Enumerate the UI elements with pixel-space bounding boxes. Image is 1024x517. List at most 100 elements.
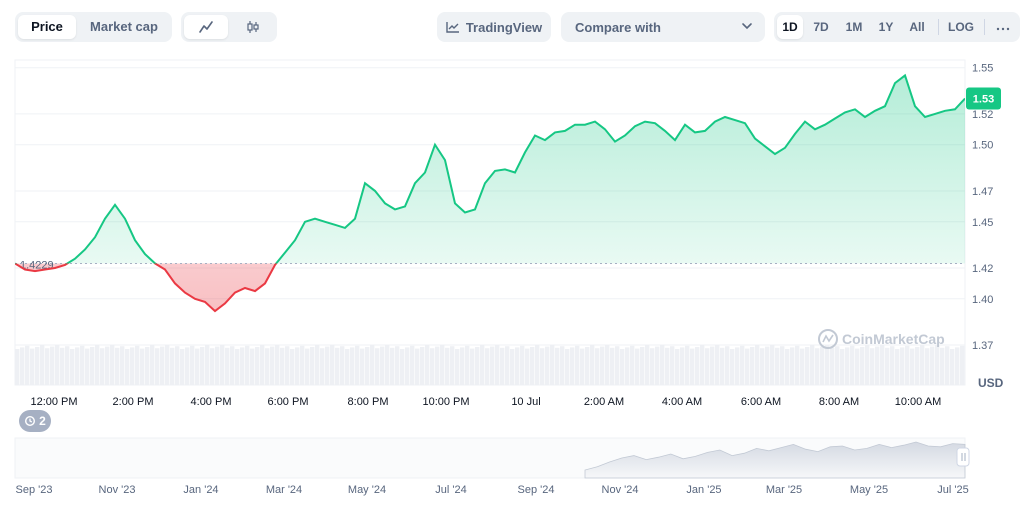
price-line [15, 73, 965, 313]
range-1d-button[interactable]: 1D [777, 15, 803, 39]
volume-bar [345, 349, 350, 385]
line-chart-icon [199, 21, 213, 33]
volume-bar [40, 345, 45, 385]
volume-bar [200, 347, 205, 385]
volume-bar [545, 346, 550, 385]
price-tab[interactable]: Price [18, 15, 76, 39]
volume-bar [50, 346, 55, 385]
y-tick-label: 1.47 [972, 186, 993, 198]
price-line-down [15, 263, 278, 313]
volume-bar [165, 345, 170, 385]
volume-bar [480, 345, 485, 385]
volume-bar [810, 345, 815, 385]
range-navigator[interactable]: Sep '23 Nov '23 Jan '24 Mar '24 May '24 Jul '… [14, 437, 970, 496]
volume-bar [950, 349, 955, 385]
volume-bar [875, 346, 880, 385]
volume-bar [305, 348, 310, 385]
candlestick-button[interactable] [231, 15, 275, 39]
volume-bar [610, 347, 615, 385]
volume-bar [845, 347, 850, 385]
x-tick-label: 12:00 PM [30, 396, 77, 408]
volume-bar [405, 347, 410, 385]
compare-with-select[interactable]: Compare with [561, 12, 765, 42]
market-cap-tab[interactable]: Market cap [90, 19, 158, 34]
coinmarketcap-logo-icon [818, 329, 838, 349]
volume-bar [445, 347, 450, 385]
x-tick-label: 6:00 AM [741, 396, 781, 408]
y-tick-label: 1.52 [972, 109, 993, 121]
volume-bar [150, 345, 155, 385]
volume-bar [765, 346, 770, 385]
volume-bar [485, 348, 490, 385]
volume-bar [115, 347, 120, 385]
volume-bar [805, 347, 810, 385]
y-tick-label: 1.37 [972, 340, 993, 352]
navigator-area [584, 441, 966, 479]
coinmarketcap-watermark: CoinMarketCap [818, 329, 945, 349]
y-tick-label: 1.55 [972, 63, 993, 75]
history-badge[interactable]: 2 [19, 410, 51, 432]
volume-bar [85, 348, 90, 385]
volume-bar [615, 346, 620, 385]
range-1m-button[interactable]: 1M [845, 20, 863, 34]
volume-bar [455, 349, 460, 385]
x-tick-label: 6:00 PM [268, 396, 309, 408]
volume-bar [530, 347, 535, 385]
volume-bar [655, 346, 660, 385]
volume-bar [825, 345, 830, 385]
volume-bar [125, 349, 130, 385]
x-tick-label: 4:00 PM [191, 396, 232, 408]
volume-bar [930, 346, 935, 385]
volume-bar [365, 347, 370, 385]
current-price-tag [966, 87, 1001, 110]
x-tick-label: 2:00 AM [584, 396, 624, 408]
volume-bar [105, 346, 110, 385]
range-1y-button[interactable]: 1Y [878, 20, 894, 34]
more-options-button[interactable] [990, 15, 1016, 39]
volume-bar [325, 346, 330, 385]
volume-bar [135, 345, 140, 385]
volume-bar [35, 347, 40, 385]
navigator-tick-label: Jul '25 [937, 484, 968, 496]
range-7d-button[interactable]: 7D [813, 20, 829, 34]
volume-bar [265, 348, 270, 385]
watermark-text: CoinMarketCap [842, 331, 945, 347]
volume-bar [600, 346, 605, 385]
volume-bar [715, 345, 720, 385]
volume-bar [475, 347, 480, 385]
volume-bar [65, 346, 70, 385]
volume-bar [910, 348, 915, 385]
volume-bar [745, 348, 750, 385]
navigator-tick-label: Nov '24 [602, 484, 639, 496]
volume-bar [620, 349, 625, 385]
volume-bar [240, 347, 245, 385]
volume-bar [170, 347, 175, 385]
navigator-tick-label: May '25 [850, 484, 888, 496]
history-count: 2 [39, 414, 46, 428]
volume-bar [555, 347, 560, 385]
volume-bar [20, 347, 25, 385]
line-chart-button[interactable] [184, 15, 228, 39]
tradingview-button[interactable]: TradingView [437, 12, 551, 42]
chevron-down-icon [742, 23, 752, 30]
navigator-tick-label: Nov '23 [99, 484, 136, 496]
volume-bar [890, 346, 895, 385]
volume-bar [260, 345, 265, 385]
y-tick-label: 1.42 [972, 263, 993, 275]
volume-bar [510, 349, 515, 385]
volume-bar [190, 345, 195, 385]
volume-bar [340, 346, 345, 385]
navigator-tick-label: Jan '24 [183, 484, 218, 496]
range-all-button[interactable]: All [909, 20, 925, 34]
volume-bar [820, 346, 825, 385]
volume-bar [680, 347, 685, 385]
area-below-baseline [15, 263, 277, 312]
log-scale-button[interactable]: LOG [948, 20, 974, 34]
volume-bar [495, 345, 500, 385]
tradingview-chart-icon [446, 22, 459, 33]
volume-bar [700, 345, 705, 385]
volume-bar [710, 346, 715, 385]
volume-bar [250, 348, 255, 385]
volume-bar [100, 348, 105, 385]
